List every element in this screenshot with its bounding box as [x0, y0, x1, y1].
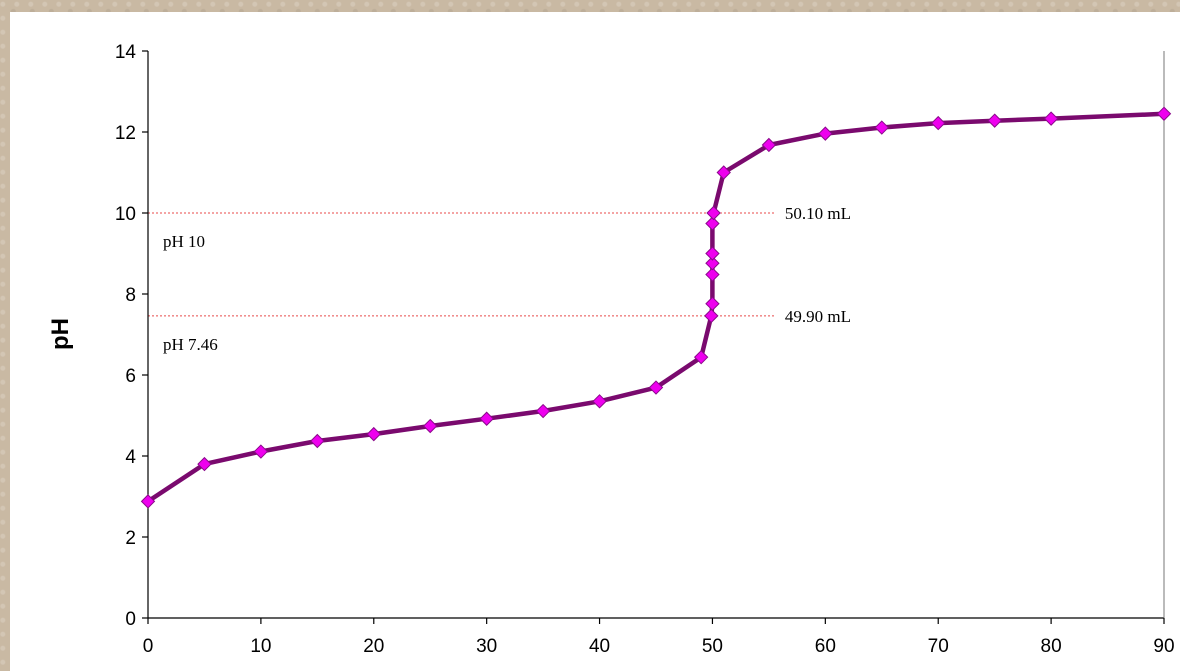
- data-point-marker: [705, 216, 720, 231]
- y-tick-label: 4: [125, 447, 136, 468]
- x-tick-label: 70: [928, 636, 949, 657]
- series-path: [145, 111, 1167, 504]
- chart-frame: pH 10 50.10 mL pH 7.46 49.90 mL 0 2 4 6 8 10 12 14…: [10, 12, 1180, 671]
- data-point-marker: [761, 137, 777, 153]
- data-point-marker: [1043, 111, 1059, 126]
- data-point-marker: [705, 267, 720, 282]
- x-tick-label: 20: [363, 636, 384, 657]
- data-point-marker: [366, 426, 381, 442]
- ticks: 0 2 4 6 8 10 12 14 0 10 20 30 40 50 60 70 80 90: [115, 42, 1175, 657]
- data-point-marker: [140, 494, 156, 509]
- y-tick-label: 2: [125, 528, 136, 549]
- reference-left-label: pH 7.46: [163, 335, 218, 354]
- data-point-marker: [705, 296, 720, 311]
- data-point-marker: [535, 403, 551, 419]
- x-tick-label: 0: [143, 636, 154, 657]
- data-point-marker: [931, 115, 946, 131]
- x-tick-label: 50: [702, 636, 723, 657]
- data-point-marker: [987, 113, 1002, 128]
- data-point-marker: [704, 308, 719, 324]
- reference-right-label: 50.10 mL: [785, 204, 851, 223]
- data-point-marker: [592, 394, 607, 409]
- data-point-marker: [874, 120, 889, 135]
- data-point-marker: [693, 349, 709, 365]
- axes: [147, 51, 1165, 619]
- y-tick-label: 10: [115, 204, 136, 225]
- reference-right-label: 49.90 mL: [785, 307, 851, 326]
- data-point-marker: [706, 205, 721, 221]
- series-line: [145, 111, 1167, 504]
- data-point-marker: [716, 165, 731, 180]
- x-tick-label: 60: [815, 636, 836, 657]
- data-point-marker: [479, 411, 494, 426]
- data-point-marker: [197, 456, 212, 472]
- series-markers: [140, 106, 1172, 509]
- y-axis-label: pH: [47, 318, 74, 350]
- data-point-marker: [705, 246, 720, 261]
- x-tick-label: 30: [476, 636, 497, 657]
- x-tick-label: 80: [1041, 636, 1062, 657]
- data-point-marker: [1156, 106, 1172, 121]
- y-tick-label: 8: [125, 285, 136, 306]
- data-point-marker: [818, 126, 833, 141]
- y-tick-label: 0: [125, 609, 136, 630]
- data-point-marker: [310, 433, 325, 449]
- reference-lines: pH 10 50.10 mL pH 7.46 49.90 mL: [148, 204, 851, 354]
- x-tick-label: 90: [1153, 636, 1174, 657]
- titration-chart: pH 10 50.10 mL pH 7.46 49.90 mL 0 2 4 6 8 10 12 14…: [47, 42, 1175, 657]
- data-point-marker: [423, 418, 438, 434]
- x-tick-label: 40: [589, 636, 610, 657]
- y-tick-label: 12: [115, 123, 136, 144]
- x-tick-label: 10: [250, 636, 271, 657]
- y-tick-label: 14: [115, 42, 137, 63]
- data-point-marker: [705, 256, 720, 271]
- data-point-marker: [253, 444, 269, 459]
- data-point-marker: [648, 380, 664, 395]
- y-tick-label: 6: [125, 366, 136, 387]
- reference-left-label: pH 10: [163, 232, 205, 251]
